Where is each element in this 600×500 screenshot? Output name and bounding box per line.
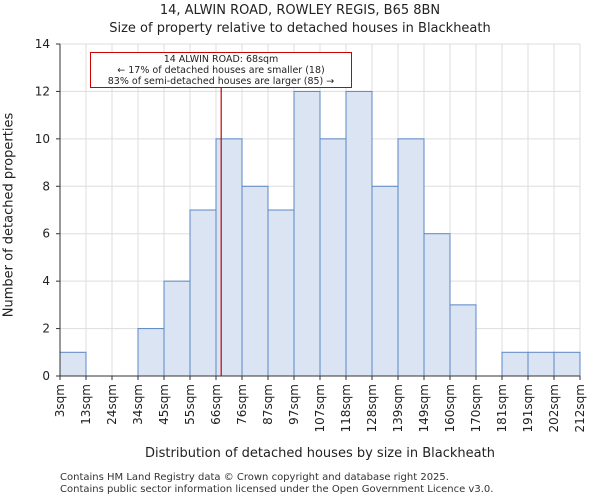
annotation-line-2: ← 17% of detached houses are smaller (18… <box>117 65 325 76</box>
x-tick-label: 128sqm <box>365 384 379 432</box>
x-tick-label: 160sqm <box>443 384 457 432</box>
title: 14, ALWIN ROAD, ROWLEY REGIS, B65 8BN <box>159 3 441 18</box>
x-tick-label: 13sqm <box>79 384 93 425</box>
x-tick-label: 24sqm <box>105 384 119 425</box>
y-tick-label: 4 <box>42 274 50 288</box>
x-tick-label: 118sqm <box>339 384 353 432</box>
histogram-bar <box>527 351 555 377</box>
histogram-bar <box>215 138 243 377</box>
histogram-bar <box>267 209 295 377</box>
y-tick-label: 8 <box>42 179 50 193</box>
y-tick-label: 0 <box>42 369 50 383</box>
x-tick-label: 66sqm <box>209 384 223 425</box>
histogram-bar <box>163 280 191 377</box>
histogram-bar <box>241 185 269 377</box>
histogram-bar <box>423 233 451 377</box>
x-tick-label: 170sqm <box>469 384 483 432</box>
x-tick-label: 55sqm <box>183 384 197 425</box>
x-tick-label: 76sqm <box>235 384 249 425</box>
y-tick-label: 10 <box>35 132 50 146</box>
chart-title: 14, ALWIN ROAD, ROWLEY REGIS, B65 8BN Si… <box>0 2 600 38</box>
histogram-bar <box>449 304 477 377</box>
x-tick-label: 97sqm <box>287 384 301 425</box>
histogram-bar <box>553 351 581 377</box>
x-tick-label: 139sqm <box>391 384 405 432</box>
property-annotation: 14 ALWIN ROAD: 68sqm ← 17% of detached h… <box>90 52 352 88</box>
x-tick-label: 45sqm <box>157 384 171 425</box>
footer-line-1: Contains HM Land Registry data © Crown c… <box>60 472 449 483</box>
histogram-bar <box>319 138 347 377</box>
histogram-bar <box>371 185 399 377</box>
histogram-bar <box>397 138 425 377</box>
y-axis-label: Number of detached properties <box>1 112 17 318</box>
histogram-bar <box>137 328 165 377</box>
x-tick-label: 107sqm <box>313 384 327 432</box>
footer: Contains HM Land Registry data © Crown c… <box>60 472 493 496</box>
x-tick-label: 202sqm <box>547 384 561 432</box>
histogram-bar <box>293 90 321 377</box>
annotation-line-3: 83% of semi-detached houses are larger (… <box>107 76 335 87</box>
footer-line-2: Contains public sector information licen… <box>60 484 494 495</box>
y-tick-label: 12 <box>35 84 50 98</box>
x-tick-label: 3sqm <box>53 384 67 417</box>
annotation-line-1: 14 ALWIN ROAD: 68sqm <box>163 54 279 65</box>
x-tick-label: 212sqm <box>573 384 587 432</box>
histogram-bar <box>59 351 87 377</box>
x-tick-label: 181sqm <box>495 384 509 432</box>
x-tick-label: 34sqm <box>131 384 145 425</box>
y-tick-label: 6 <box>42 227 50 241</box>
y-tick-label: 2 <box>42 322 50 336</box>
y-tick-label: 14 <box>35 37 50 51</box>
x-tick-label: 149sqm <box>417 384 431 432</box>
histogram-bar <box>501 351 529 377</box>
x-tick-label: 191sqm <box>521 384 535 432</box>
x-tick-label: 87sqm <box>261 384 275 425</box>
x-axis-label: Distribution of detached houses by size … <box>145 446 495 461</box>
subtitle: Size of property relative to detached ho… <box>109 21 491 36</box>
histogram-bar <box>345 90 373 377</box>
histogram-bar <box>189 209 217 377</box>
